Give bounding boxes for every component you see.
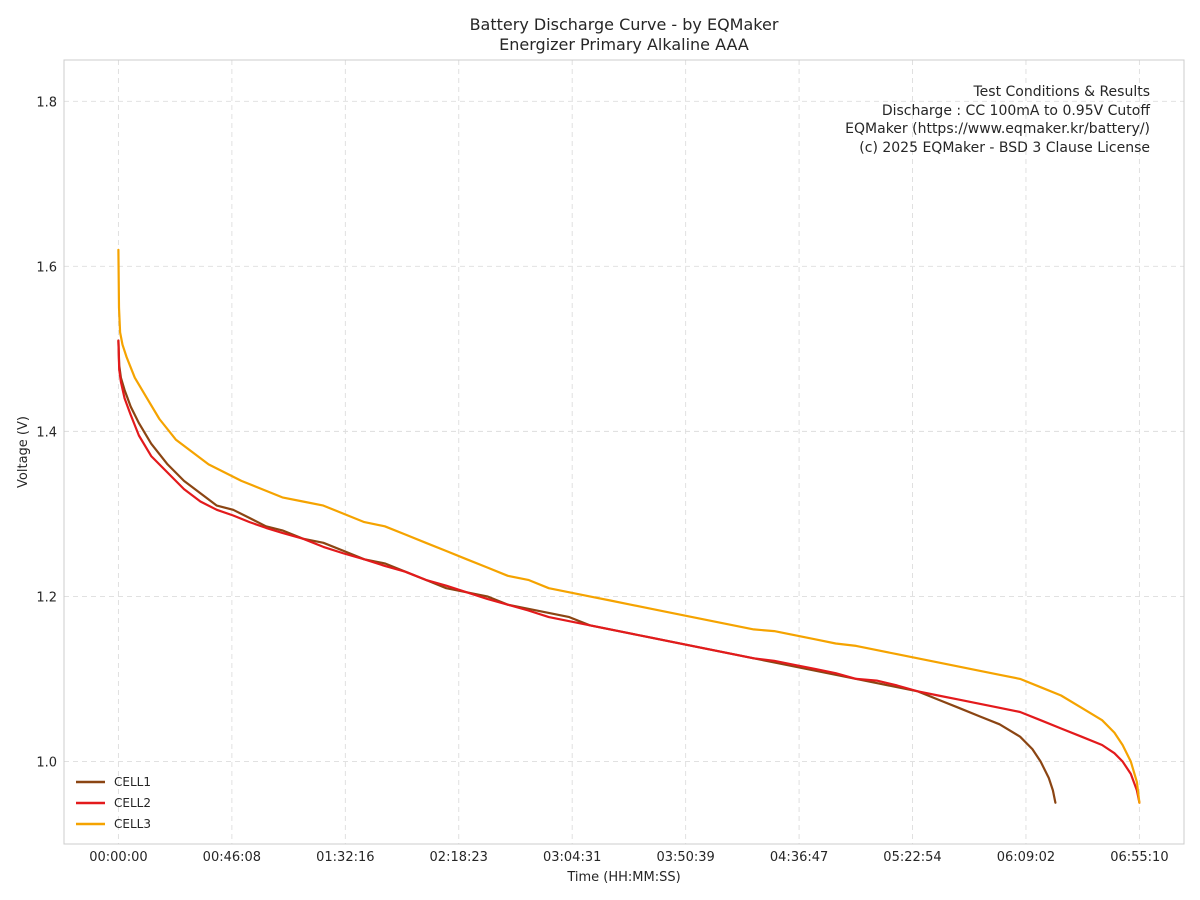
x-tick-labels: 00:00:00 00:46:08 01:32:16 02:18:23 03:04:31… — [89, 850, 1168, 865]
annotation-line-1: Test Conditions & Results — [973, 84, 1151, 100]
x-tick-label: 05:22:54 — [883, 850, 941, 865]
annotation-box: Test Conditions & Results Discharge : CC… — [845, 84, 1150, 156]
x-tick-label: 03:50:39 — [656, 850, 714, 865]
series-line-cell3 — [117, 248, 1141, 804]
x-tick-label: 06:09:02 — [997, 850, 1055, 865]
x-tick-label: 06:55:10 — [1110, 850, 1168, 865]
x-tick-label: 00:46:08 — [203, 850, 261, 865]
chart-subtitle: Energizer Primary Alkaline AAA — [499, 35, 749, 54]
y-tick-label: 1.6 — [36, 260, 57, 275]
x-tick-label: 00:00:00 — [89, 850, 147, 865]
x-tick-label: 02:18:23 — [430, 850, 488, 865]
legend-label-cell3: CELL3 — [114, 817, 151, 831]
plot-frame — [63, 59, 1185, 845]
legend-label-cell1: CELL1 — [114, 775, 151, 789]
y-tick-label: 1.8 — [36, 95, 57, 110]
series-line-cell2 — [117, 339, 1141, 804]
series-lines — [117, 248, 1141, 804]
annotation-line-4: (c) 2025 EQMaker - BSD 3 Clause License — [859, 140, 1150, 156]
x-tick-label: 03:04:31 — [543, 850, 601, 865]
legend: CELL1 CELL2 CELL3 — [76, 775, 151, 831]
x-tick-label: 04:36:47 — [770, 850, 828, 865]
legend-label-cell2: CELL2 — [114, 796, 151, 810]
grid — [64, 60, 1184, 844]
y-axis-label: Voltage (V) — [16, 416, 31, 488]
y-tick-label: 1.2 — [36, 590, 57, 605]
y-tick-label: 1.0 — [36, 755, 57, 770]
chart-title: Battery Discharge Curve - by EQMaker — [470, 15, 779, 34]
annotation-line-2: Discharge : CC 100mA to 0.95V Cutoff — [882, 103, 1151, 119]
series-line-cell1 — [117, 339, 1057, 804]
y-tick-labels: 1.0 1.2 1.4 1.6 1.8 — [36, 95, 57, 770]
annotation-line-3: EQMaker (https://www.eqmaker.kr/battery/… — [845, 121, 1150, 137]
y-tick-label: 1.4 — [36, 425, 57, 440]
x-axis-label: Time (HH:MM:SS) — [566, 870, 680, 885]
x-tick-label: 01:32:16 — [316, 850, 374, 865]
